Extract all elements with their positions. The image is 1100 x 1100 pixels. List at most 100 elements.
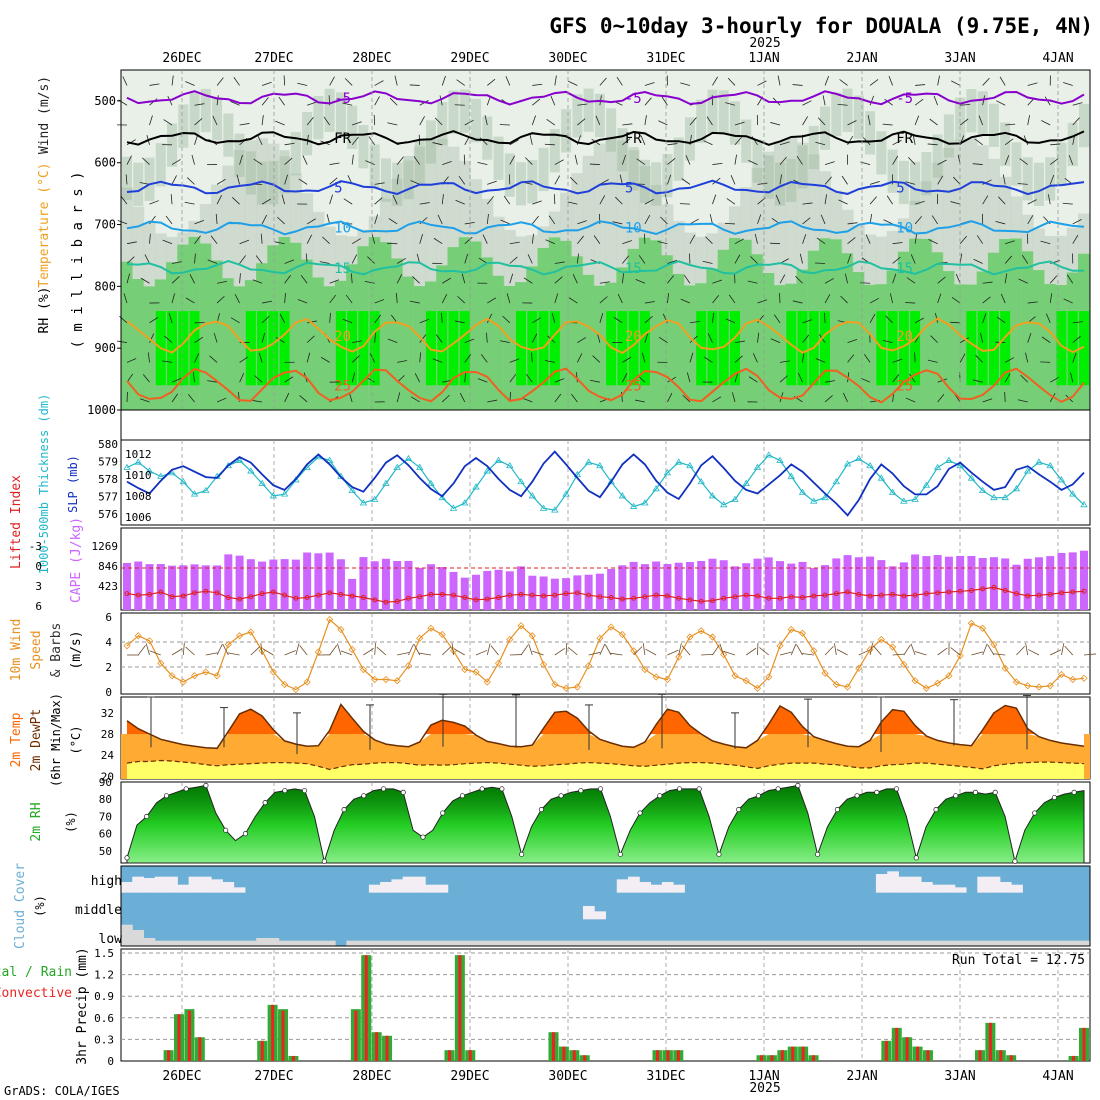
- wind-barb: [757, 299, 768, 304]
- cape-bar: [922, 556, 931, 610]
- wind-barb: [297, 82, 308, 86]
- cape-bar: [607, 568, 616, 610]
- wind-barb: [323, 116, 330, 126]
- cape-bar: [201, 565, 210, 610]
- cloud-cell: [188, 876, 201, 893]
- wind-barb: [1072, 234, 1079, 244]
- thickness-point: [517, 477, 525, 485]
- precip-convective-bar: [801, 1046, 805, 1061]
- isotherm-label: 5: [625, 180, 633, 196]
- cloud-cell: [436, 940, 449, 946]
- rh-point: [953, 793, 959, 799]
- cloud-cell: [244, 940, 257, 946]
- thickness-point: [562, 490, 570, 497]
- rh-cell: [831, 92, 842, 136]
- wind-barb: [1027, 115, 1031, 126]
- wind-barb: [435, 334, 443, 343]
- wind-speed-point: [922, 684, 930, 692]
- wind-barb: [909, 373, 916, 383]
- rh-cell: [335, 92, 346, 136]
- wind-barb: [284, 275, 291, 284]
- surface-wind-barb: [528, 643, 533, 656]
- wind-barb: [892, 242, 903, 245]
- thickness-point: [235, 456, 244, 463]
- surface-wind-barb: [678, 643, 682, 656]
- wind-barb: [974, 138, 983, 146]
- wind-barb: [274, 241, 285, 245]
- wind-barb: [252, 400, 263, 403]
- wind-speed-point: [438, 630, 446, 639]
- wind-barb: [599, 313, 604, 323]
- wind-barb: [502, 315, 511, 324]
- lifted-index-point: [856, 591, 862, 597]
- wind-barb: [824, 176, 832, 185]
- rh-cell: [650, 240, 663, 410]
- wind-barb: [622, 240, 632, 245]
- wind-barb: [847, 222, 858, 225]
- wind-barb: [149, 333, 155, 343]
- rh-cell: [268, 311, 279, 386]
- wind-barb: [999, 76, 1006, 86]
- surface-wind-barb: [397, 652, 410, 656]
- rh-cell: [481, 257, 494, 410]
- rh-cell: [1056, 142, 1067, 186]
- cape-bar: [168, 565, 177, 610]
- rh-cell: [762, 273, 775, 410]
- wind-barb: [712, 194, 717, 205]
- wind-barb: [959, 337, 970, 343]
- wind-barb: [523, 277, 533, 284]
- slp-tick-label: 1012: [125, 448, 152, 461]
- surface-wind-barb: [824, 646, 834, 656]
- wind-barb: [612, 221, 623, 225]
- cape-bar: [640, 564, 649, 610]
- wind-barb: [712, 279, 723, 284]
- thickness-point: [269, 492, 278, 499]
- surface-wind-barb: [836, 649, 848, 656]
- wind-barb: [351, 238, 361, 245]
- surface-wind-barb: [376, 646, 387, 656]
- wind-barb: [531, 333, 538, 343]
- rh-cell: [211, 260, 224, 410]
- wind-barb: [509, 155, 515, 165]
- wind-barb: [284, 376, 294, 383]
- wind-barb: [1004, 255, 1013, 264]
- cloud-cell: [560, 940, 573, 946]
- cloud-cell: [909, 876, 922, 893]
- isotherm-label: 20: [334, 329, 351, 345]
- cloud-cell: [751, 940, 764, 946]
- cloud-cell: [278, 940, 291, 946]
- wind-barb: [734, 273, 736, 284]
- cape-bar: [336, 559, 345, 610]
- cloud-cell: [537, 940, 550, 946]
- rh-cell: [437, 101, 448, 146]
- run-total: Run Total = 12.75: [952, 953, 1085, 968]
- rh-cell: [178, 104, 189, 148]
- rh-cell: [199, 243, 212, 410]
- rh-cell: [696, 99, 707, 143]
- lifted-index-point: [1081, 588, 1087, 594]
- wind-barb: [661, 96, 668, 106]
- rh-cell: [661, 255, 674, 410]
- wind-barb: [815, 358, 826, 363]
- wind-barb: [937, 293, 942, 304]
- wind-barb: [454, 320, 465, 324]
- wind-speed-point: [168, 672, 176, 680]
- wind-barb: [905, 302, 916, 304]
- date-label-top: 1JAN: [748, 51, 779, 66]
- isotherm-label: -5: [896, 91, 913, 107]
- wind-barb: [149, 115, 153, 126]
- wind-speed-point: [585, 662, 593, 670]
- wind-barb: [326, 214, 331, 225]
- precip-convective-bar: [291, 1055, 295, 1061]
- wind-barb: [553, 194, 556, 205]
- cloud-cell: [920, 882, 933, 893]
- isotherm-label: 20: [896, 329, 913, 345]
- lifted-index-point: [957, 588, 963, 594]
- wind-barb: [933, 95, 939, 106]
- rh-cell: [482, 116, 493, 160]
- cloud-cell: [177, 940, 190, 946]
- cloud-cell: [211, 940, 223, 946]
- thickness-point: [888, 488, 897, 495]
- surface-wind-barb: [260, 643, 263, 656]
- wind-barb: [972, 379, 983, 383]
